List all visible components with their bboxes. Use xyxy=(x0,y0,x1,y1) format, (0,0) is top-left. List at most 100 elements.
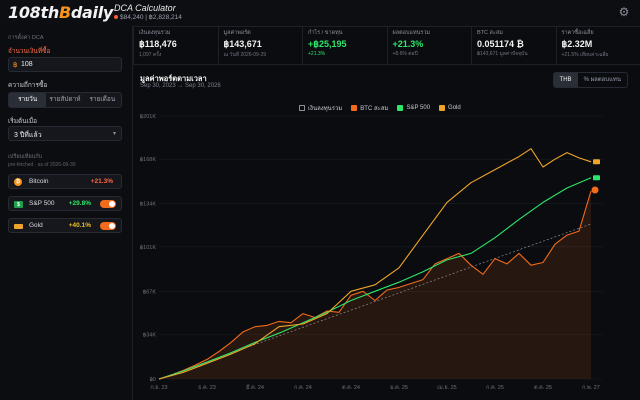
stat-sub: +8.6% ต่อปี xyxy=(392,51,418,57)
stat-sub: +21.3% xyxy=(308,51,326,57)
btc-end-marker xyxy=(591,186,599,194)
sp500-line xyxy=(158,177,592,380)
stat-card: เงินลงทุนรวม ฿118,476 1,097 ครั้ง xyxy=(133,26,218,64)
price-ticker: $84,240 | ฿2,828,214 xyxy=(114,13,182,21)
x-tick-label: เม.ย. 25 xyxy=(437,385,456,391)
bitcoin-icon: ₿ xyxy=(14,178,22,186)
asset-name: Gold xyxy=(29,222,43,229)
asset-row-sp500[interactable]: $ S&P 500 +29.8% xyxy=(8,196,122,211)
frequency-option-weekly[interactable]: รายสัปดาห์ xyxy=(49,96,81,103)
app-title: DCA Calculator xyxy=(114,3,176,13)
stat-value: ฿118,476 xyxy=(139,39,177,49)
x-tick-label: มี.ค. 24 xyxy=(246,384,264,391)
x-tick-label: ก.ค. 24 xyxy=(294,385,312,391)
start-period-select[interactable]: 3 ปีที่แล้ว ▾ xyxy=(8,126,122,141)
legend-item-invested[interactable]: เงินลงทุนรวม xyxy=(299,103,342,113)
chart-title: มูลค่าพอร์ตตามเวลา xyxy=(140,74,207,83)
top-header: 108thBdaily DCA Calculator $84,240 | ฿2,… xyxy=(0,0,640,27)
asset-return: +21.3% xyxy=(90,178,113,185)
chart-date-range: Sep 30, 2023 → Sep 30, 2026 xyxy=(140,83,221,89)
gold-legend-icon xyxy=(439,105,446,111)
price-text: $84,240 | ฿2,828,214 xyxy=(120,14,182,21)
logo-text-post: daily xyxy=(70,3,114,22)
stats-row: เงินลงทุนรวม ฿118,476 1,097 ครั้ง มูลค่า… xyxy=(133,26,640,65)
x-tick-label: ก.พ. 27 xyxy=(582,385,600,391)
x-tick-label: ก.ค. 25 xyxy=(486,385,504,391)
start-period-value: 3 ปีที่แล้ว xyxy=(14,132,42,139)
stat-value: ฿143,671 xyxy=(223,39,262,49)
dollar-icon: $ xyxy=(14,201,23,208)
frequency-option-monthly[interactable]: รายเดือน xyxy=(89,96,116,103)
stat-sub: 1,097 ครั้ง xyxy=(139,52,162,58)
stat-card: ผลตอบแทนรวม +21.3% +8.6% ต่อปี xyxy=(386,26,472,64)
x-tick-label: ธ.ค. 23 xyxy=(198,384,216,391)
x-tick-label: ต.ค. 25 xyxy=(534,385,552,391)
legend-item-btc[interactable]: BTC สะสม xyxy=(351,103,388,113)
y-tick-label: ฿34K xyxy=(143,332,157,339)
asset-row-gold[interactable]: Gold +40.1% xyxy=(8,218,122,233)
sidebar-section-title: การตั้งค่า DCA xyxy=(8,35,44,41)
chart-panel: มูลค่าพอร์ตตามเวลา Sep 30, 2023 → Sep 30… xyxy=(133,64,640,400)
mode-percent[interactable]: % ผลตอบแทน xyxy=(583,77,621,83)
amount-label: จำนวนเงินที่ซื้อ xyxy=(8,48,51,55)
start-label: เริ่มต้นเมื่อ xyxy=(8,118,38,125)
compare-note: pre-fetched · as of 2026-09-30 xyxy=(8,162,76,168)
stat-value: 0.051174 ₿ xyxy=(477,39,524,49)
stat-card: กำไร / ขาดทุน +฿25,195 +21.3% xyxy=(302,26,387,64)
stat-label: ราคาซื้อเฉลี่ย xyxy=(561,30,594,36)
logo-text-pre: 108th xyxy=(8,3,59,22)
x-tick-label: ก.ย. 23 xyxy=(150,385,167,391)
stat-label: มูลค่าพอร์ต xyxy=(223,30,251,36)
stat-card: ราคาซื้อเฉลี่ย ฿2.32M +21.5% เทียบค่าเฉล… xyxy=(555,26,640,64)
y-tick-label: ฿67K xyxy=(143,288,157,295)
invested-legend-icon xyxy=(299,105,305,111)
btc-legend-icon xyxy=(351,105,358,111)
live-dot-icon xyxy=(114,15,118,20)
frequency-label: ความถี่การซื้อ xyxy=(8,82,48,89)
stat-label: ผลตอบแทนรวม xyxy=(392,30,431,36)
stat-value: +฿25,195 xyxy=(308,39,347,49)
asset-row-bitcoin[interactable]: ₿ Bitcoin +21.3% xyxy=(8,174,122,189)
chevron-down-icon: ▾ xyxy=(112,131,116,137)
frequency-option-daily[interactable]: รายวัน xyxy=(9,93,47,107)
legend-label: BTC สะสม xyxy=(360,106,389,112)
settings-gear-icon[interactable]: ⚙ xyxy=(618,5,630,19)
stat-sub: ฿143,671 มูลค่าปัจจุบัน xyxy=(477,51,528,57)
gold-toggle[interactable] xyxy=(100,222,116,230)
chart-legend: เงินลงทุนรวม BTC สะสม S&P 500 Gold xyxy=(299,103,461,113)
stat-value: +21.3% xyxy=(392,39,424,49)
legend-item-sp500[interactable]: S&P 500 xyxy=(397,103,430,113)
logo-bitcoin-letter: B xyxy=(58,3,71,22)
logo[interactable]: 108thBdaily xyxy=(8,3,113,22)
stat-card: มูลค่าพอร์ต ฿143,671 ณ วันที่ 2026-09-29 xyxy=(217,26,303,64)
gold-bar-icon xyxy=(14,224,23,229)
stat-sub: ณ วันที่ 2026-09-29 xyxy=(223,52,267,58)
portfolio-chart[interactable]: ฿0 ฿34K ฿67K ฿101K ฿134K ฿168K ฿201K ก.ย. 23 ธ.ค… xyxy=(133,64,640,400)
gold-end-marker xyxy=(593,159,600,165)
asset-return: +29.8% xyxy=(68,200,91,207)
sp500-end-marker xyxy=(593,175,600,181)
stat-card: BTC สะสม 0.051174 ₿ ฿143,671 มูลค่าปัจจุ… xyxy=(471,26,556,64)
settings-sidebar: การตั้งค่า DCA จำนวนเงินที่ซื้อ ฿ 108 คว… xyxy=(0,26,133,400)
y-tick-label: ฿134K xyxy=(140,201,157,208)
gold-line xyxy=(158,148,592,380)
stat-sub: +21.5% เทียบค่าเฉลี่ย xyxy=(561,52,609,58)
stat-value: ฿2.32M xyxy=(561,39,593,49)
mode-thb[interactable]: THB xyxy=(553,73,578,87)
x-tick-label: ต.ค. 24 xyxy=(342,385,360,391)
legend-label: S&P 500 xyxy=(406,105,431,111)
legend-item-gold[interactable]: Gold xyxy=(439,103,461,113)
sp500-legend-icon xyxy=(397,105,404,111)
asset-name: Bitcoin xyxy=(29,178,49,185)
amount-input[interactable]: ฿ 108 xyxy=(8,57,122,72)
asset-name: S&P 500 xyxy=(29,200,55,207)
asset-return: +40.1% xyxy=(68,222,91,229)
y-tick-label: ฿0 xyxy=(149,376,156,383)
compare-title: เปรียบเทียบกับ xyxy=(8,154,43,160)
amount-currency: ฿ xyxy=(13,62,18,69)
sp500-toggle[interactable] xyxy=(100,200,116,208)
legend-label: เงินลงทุนรวม xyxy=(308,106,343,112)
btc-line xyxy=(158,190,592,380)
btc-area xyxy=(159,191,591,379)
